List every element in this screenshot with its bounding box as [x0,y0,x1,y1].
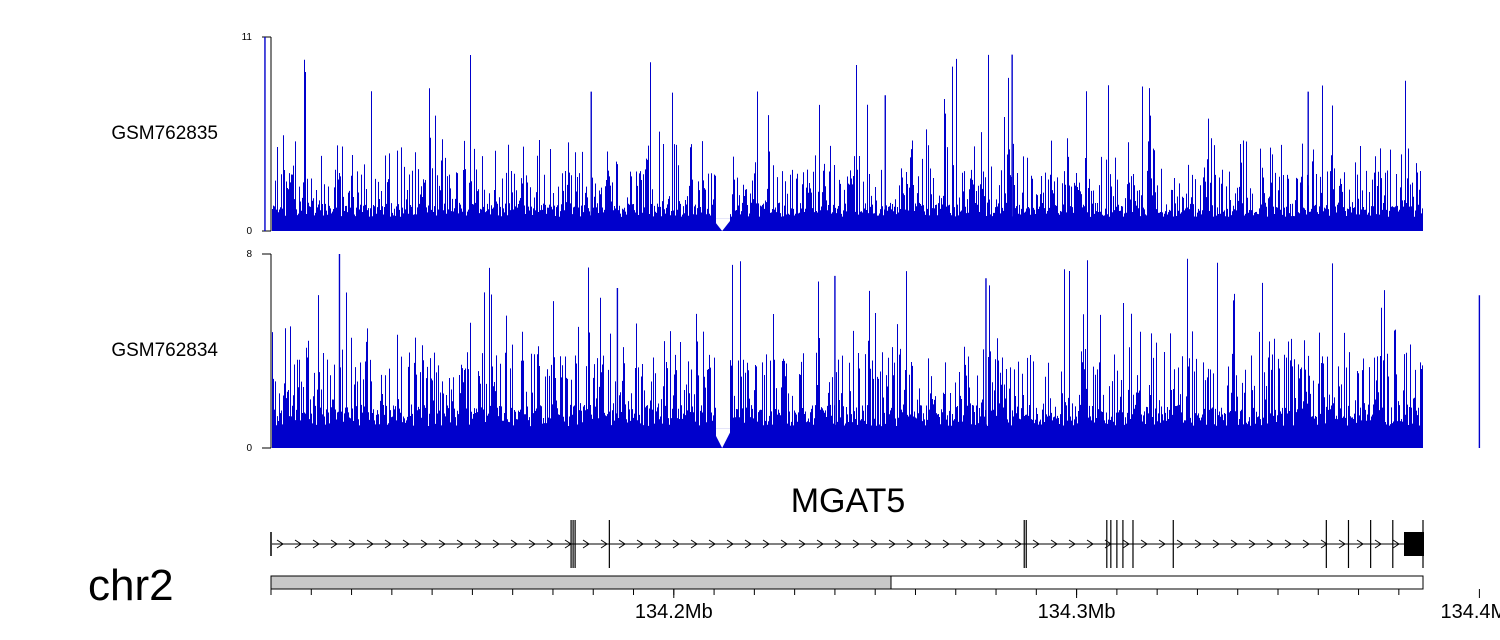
strand-arrow [978,539,986,549]
strand-arrow [1032,539,1040,549]
coverage-gap [712,218,733,231]
strand-arrow [366,539,374,549]
strand-arrow [654,539,662,549]
strand-arrow [402,539,410,549]
strand-arrow [1212,539,1220,549]
strand-arrow [528,539,536,549]
ideogram-shaded-region [270,575,892,590]
strand-arrow [870,539,878,549]
coverage-gap [712,428,733,448]
strand-arrow [1302,539,1310,549]
strand-arrow [1374,539,1382,549]
strand-arrow [582,539,590,549]
strand-arrow [1050,539,1058,549]
genome-tick-label: 134.3Mb [1038,601,1116,623]
strand-arrow [636,539,644,549]
y-axis-min-label-2: 0 [246,443,252,454]
coverage-track-2: GSM762834 8 0 [111,249,1481,454]
strand-arrow [1158,539,1166,549]
chromosome-label: chr2 [88,561,174,610]
coverage-bars-2 [272,254,1481,448]
strand-arrow [1230,539,1238,549]
strand-arrow [1014,539,1022,549]
chromosome-axis: chr2 134.2Mb 134.3Mb 134.4Mb [88,561,1500,623]
genome-tick-label: 134.2Mb [635,601,713,623]
coverage-bars-1 [264,37,1423,231]
strand-arrow [726,539,734,549]
genome-ticks: 134.2Mb 134.3Mb 134.4Mb [270,589,1500,623]
strand-arrow [420,539,428,549]
strand-arrow [1356,539,1364,549]
strand-arrow [600,539,608,549]
strand-arrow [330,539,338,549]
gene-name-label: MGAT5 [791,482,906,520]
strand-arrow [1068,539,1076,549]
strand-arrow [888,539,896,549]
strand-arrow [960,539,968,549]
y-axis-max-label-1: 11 [242,32,253,43]
strand-arrow [1194,539,1202,549]
strand-arrow [744,539,752,549]
strand-arrow [852,539,860,549]
track-label-1: GSM762835 [111,123,218,144]
strand-arrow [924,539,932,549]
coverage-track-1: GSM762835 11 0 [111,32,1423,237]
strand-arrow [690,539,698,549]
strand-arrow [618,539,626,549]
ideogram-unshaded-region [890,575,1424,590]
genome-tick-label: 134.4Mb [1440,601,1500,623]
strand-arrow [348,539,356,549]
strand-arrow [942,539,950,549]
strand-arrow [546,539,554,549]
strand-arrow [492,539,500,549]
strand-arrow [456,539,464,549]
strand-arrow [474,539,482,549]
strand-arrow [996,539,1004,549]
strand-arrow [672,539,680,549]
track-label-2: GSM762834 [111,340,218,361]
gene-terminal-exon [1404,532,1424,556]
strand-arrow [312,539,320,549]
strand-arrow [1248,539,1256,549]
strand-arrow [1176,539,1184,549]
strand-arrow [1392,539,1400,549]
strand-arrow [1284,539,1292,549]
strand-arrows [276,539,1400,549]
strand-arrow [294,539,302,549]
gene-model: MGAT5 [270,482,1424,568]
y-axis-min-label-1: 0 [246,226,252,237]
strand-arrow [834,539,842,549]
strand-arrow [1320,539,1328,549]
strand-arrow [438,539,446,549]
strand-arrow [1140,539,1148,549]
strand-arrow [798,539,806,549]
strand-arrow [762,539,770,549]
strand-arrow [780,539,788,549]
strand-arrow [1338,539,1346,549]
strand-arrow [708,539,716,549]
strand-arrow [1086,539,1094,549]
y-axis-max-label-2: 8 [246,249,252,260]
strand-arrow [276,539,284,549]
strand-arrow [384,539,392,549]
strand-arrow [510,539,518,549]
strand-arrow [1122,539,1130,549]
strand-arrow [906,539,914,549]
strand-arrow [1266,539,1274,549]
strand-arrow [816,539,824,549]
